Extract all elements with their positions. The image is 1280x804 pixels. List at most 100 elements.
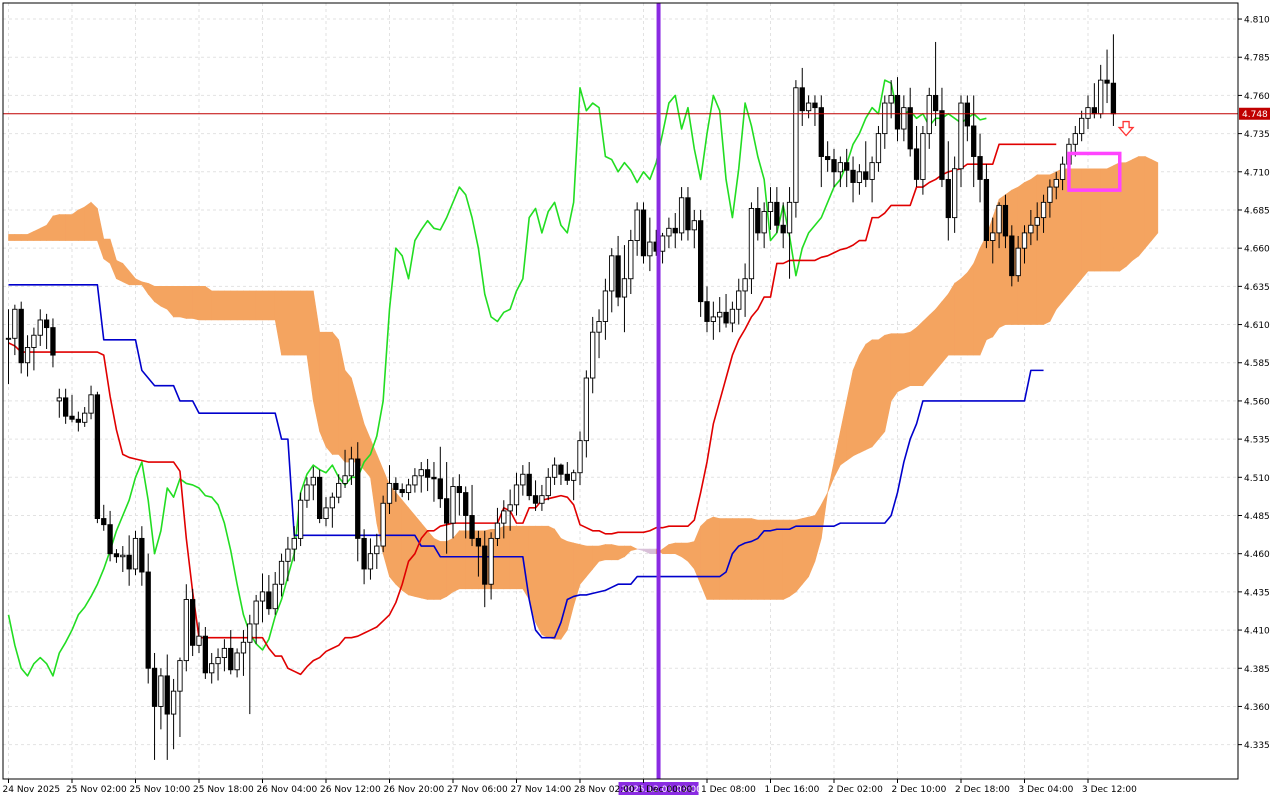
cloud-segment <box>649 548 657 554</box>
candle-body <box>526 473 532 497</box>
candle-body <box>564 473 570 481</box>
cloud-segment <box>878 334 886 440</box>
y-tick-label: 4.335 <box>1244 741 1270 751</box>
candle-body <box>704 301 710 322</box>
candle-body <box>685 197 691 231</box>
cloud-segment <box>71 209 79 241</box>
cloud-segment <box>782 519 790 600</box>
candle-body <box>120 554 126 558</box>
candle-body <box>63 397 69 417</box>
candle-body <box>805 102 812 112</box>
candle-body <box>837 162 844 173</box>
candle-body <box>1110 82 1117 115</box>
candle-body <box>577 440 583 474</box>
candle-body <box>494 522 501 539</box>
candle-body <box>450 486 456 524</box>
candle-body <box>463 492 469 516</box>
candle-body <box>291 537 297 550</box>
candle-body <box>488 537 494 585</box>
candle-body <box>882 102 888 135</box>
candle-body <box>456 486 462 494</box>
chikou-line <box>7 79 987 677</box>
candle-body <box>88 394 94 414</box>
plot-frame <box>2 2 1239 780</box>
candle-body <box>1091 107 1098 115</box>
cloud-segment <box>935 300 943 372</box>
candles <box>5 34 1117 760</box>
candle-body <box>780 224 786 234</box>
cloud-segment <box>255 290 263 321</box>
candle-body <box>1098 79 1104 115</box>
cloud-segment <box>922 314 930 387</box>
x-tick-label: 2 Dec 02:00 <box>828 785 883 795</box>
candle-body <box>221 647 228 659</box>
candle-body <box>755 208 761 234</box>
candle-body <box>437 478 443 500</box>
grid <box>3 3 1238 779</box>
y-tick-label: 4.360 <box>1244 703 1270 713</box>
y-tick-label: 4.385 <box>1244 665 1270 675</box>
cloud-segment <box>1125 159 1133 268</box>
candle-body <box>475 537 482 547</box>
candle-body <box>596 321 602 333</box>
candle-body <box>170 690 177 715</box>
candle-body <box>418 469 424 477</box>
x-tick-label: 1 Dec 16:00 <box>765 785 820 795</box>
cloud-segment <box>97 208 105 259</box>
cloud-segment <box>414 514 422 599</box>
cloud-segment <box>249 290 257 321</box>
cloud-segment <box>103 238 111 265</box>
candle-body <box>444 498 450 524</box>
y-tick-label: 4.710 <box>1244 168 1270 178</box>
candle-body <box>424 469 431 478</box>
cloud-segment <box>967 262 975 356</box>
candle-body <box>215 657 221 665</box>
cloud-segment <box>293 290 301 356</box>
cloud-segment <box>928 308 936 379</box>
cloud-segment <box>586 545 594 578</box>
cloud-segment <box>363 423 371 479</box>
cloud-segment <box>217 290 225 321</box>
current-price-tag <box>1239 107 1270 120</box>
cloud-segment <box>840 400 848 466</box>
y-tick-label: 4.760 <box>1244 92 1270 102</box>
candle-body <box>736 290 742 310</box>
x-tick-label: 28 Nov 02:00 <box>574 785 635 795</box>
cloud-segment <box>39 224 47 241</box>
cloud-segment <box>871 339 879 448</box>
vertical-marker-label: 2025.12.01 03:00 <box>622 785 703 795</box>
ichimoku-cloud <box>8 156 1159 641</box>
candle-body <box>1059 163 1066 180</box>
tenkan-line <box>8 143 1057 676</box>
cloud-segment <box>1151 159 1159 242</box>
x-tick-label: 27 Nov 06:00 <box>447 785 508 795</box>
candle-body <box>342 475 348 484</box>
candle-body <box>1085 107 1091 119</box>
cloud-segment <box>274 290 282 356</box>
cloud-segment <box>725 518 733 600</box>
annotations: 4.748 2025.12.01 03:00 <box>3 3 1270 795</box>
candle-body <box>964 102 971 127</box>
candle-body <box>469 515 475 539</box>
candle-body <box>304 484 310 501</box>
cloud-segment <box>452 529 460 593</box>
candle-body <box>774 201 780 226</box>
candle-body <box>202 635 208 674</box>
cloud-segment <box>713 516 721 600</box>
cloud-segment <box>465 530 473 590</box>
cloud-segment <box>1132 156 1140 261</box>
y-tick-label: 4.410 <box>1244 627 1270 637</box>
cloud-segment <box>973 248 981 356</box>
cloud-segment <box>192 286 200 321</box>
cloud-segment <box>1075 168 1082 288</box>
x-tick-label: 26 Nov 12:00 <box>320 785 381 795</box>
candle-body <box>1021 232 1028 249</box>
candle-body <box>285 548 291 562</box>
cloud-segment <box>179 286 187 319</box>
candle-body <box>348 458 355 477</box>
cloud-segment <box>1138 156 1146 257</box>
candle-body <box>888 94 894 104</box>
candle-body <box>621 278 628 298</box>
cloud-segment <box>605 544 613 561</box>
cloud-segment <box>547 525 555 640</box>
